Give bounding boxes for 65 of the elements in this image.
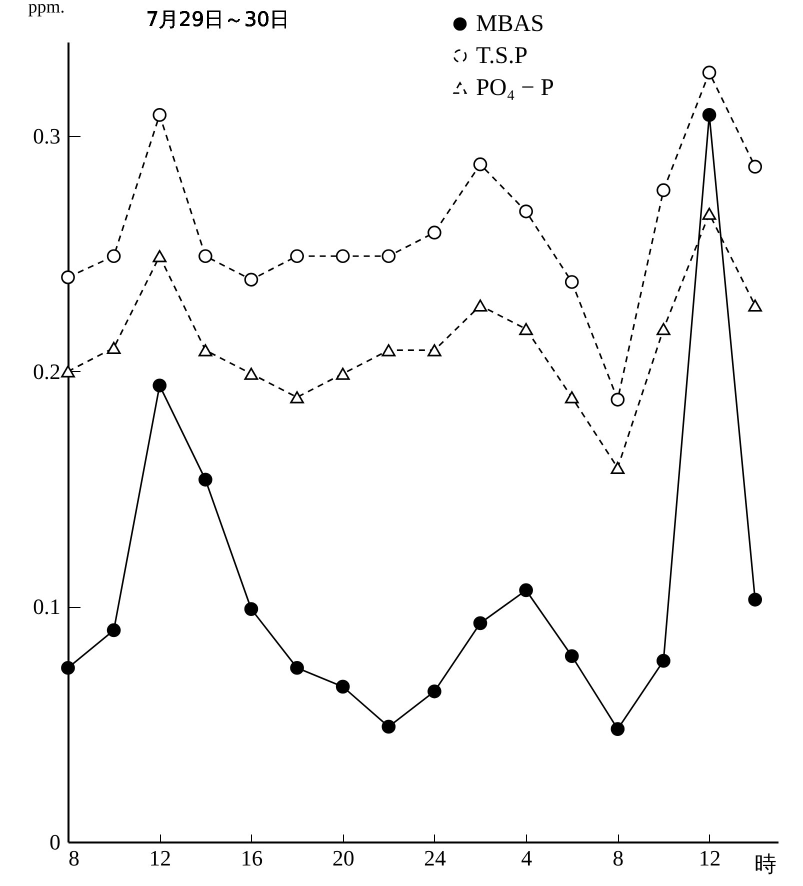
point — [198, 249, 212, 264]
x-tick-label: 20 — [332, 846, 354, 870]
point — [152, 250, 167, 262]
point — [564, 649, 579, 664]
point — [336, 680, 350, 694]
point — [519, 322, 533, 336]
x-tick-label: 12 — [149, 846, 172, 870]
point — [564, 275, 579, 289]
point — [106, 623, 121, 638]
point — [748, 160, 762, 174]
point — [748, 592, 762, 607]
point — [290, 249, 304, 264]
x-tick-label: 12 — [698, 846, 721, 870]
point — [152, 378, 167, 392]
point — [382, 344, 396, 356]
legend-label: T.S.P — [476, 43, 528, 69]
chart-title: 7月29日～30日 — [146, 7, 290, 31]
point — [473, 299, 488, 312]
point — [473, 157, 488, 172]
point — [106, 249, 121, 264]
point — [656, 654, 670, 668]
point — [519, 583, 533, 598]
point — [656, 183, 670, 198]
point — [702, 66, 716, 80]
point — [702, 208, 716, 220]
point — [198, 472, 212, 487]
y-tick-label: 0.2 — [33, 358, 60, 384]
y-tick-label: 0.1 — [33, 594, 60, 620]
point — [290, 391, 304, 404]
y-tick-label: 0.3 — [33, 124, 60, 149]
point — [610, 462, 625, 474]
y-tick-label: 0 — [50, 830, 60, 854]
x-tick-label: 8 — [68, 846, 80, 870]
point — [748, 299, 762, 312]
point — [610, 722, 625, 736]
point — [428, 344, 442, 356]
point — [244, 368, 258, 380]
point — [564, 391, 579, 404]
y-axis-title: ppm. — [28, 0, 65, 16]
point — [106, 342, 121, 354]
point — [290, 660, 304, 675]
legend-label: MBAS — [476, 11, 544, 37]
legend-label: PO₄ − P — [476, 75, 554, 101]
x-tick-label: 8 — [612, 846, 624, 870]
point — [519, 204, 533, 218]
point — [152, 108, 167, 122]
point — [198, 344, 212, 356]
x-tick-label: 24 — [424, 846, 446, 870]
point — [61, 270, 75, 284]
point — [382, 249, 396, 264]
point — [336, 368, 350, 380]
point — [244, 272, 258, 287]
point — [702, 108, 716, 122]
point — [656, 322, 670, 336]
point — [428, 226, 442, 240]
point — [382, 720, 396, 734]
point — [244, 602, 258, 616]
point — [610, 392, 625, 407]
x-axis-title: 時 — [754, 852, 776, 876]
point — [336, 249, 350, 264]
point — [428, 684, 442, 698]
x-tick-label: 16 — [240, 846, 263, 870]
point — [61, 660, 75, 675]
x-tick-label: 4 — [521, 846, 532, 870]
point — [473, 616, 488, 630]
